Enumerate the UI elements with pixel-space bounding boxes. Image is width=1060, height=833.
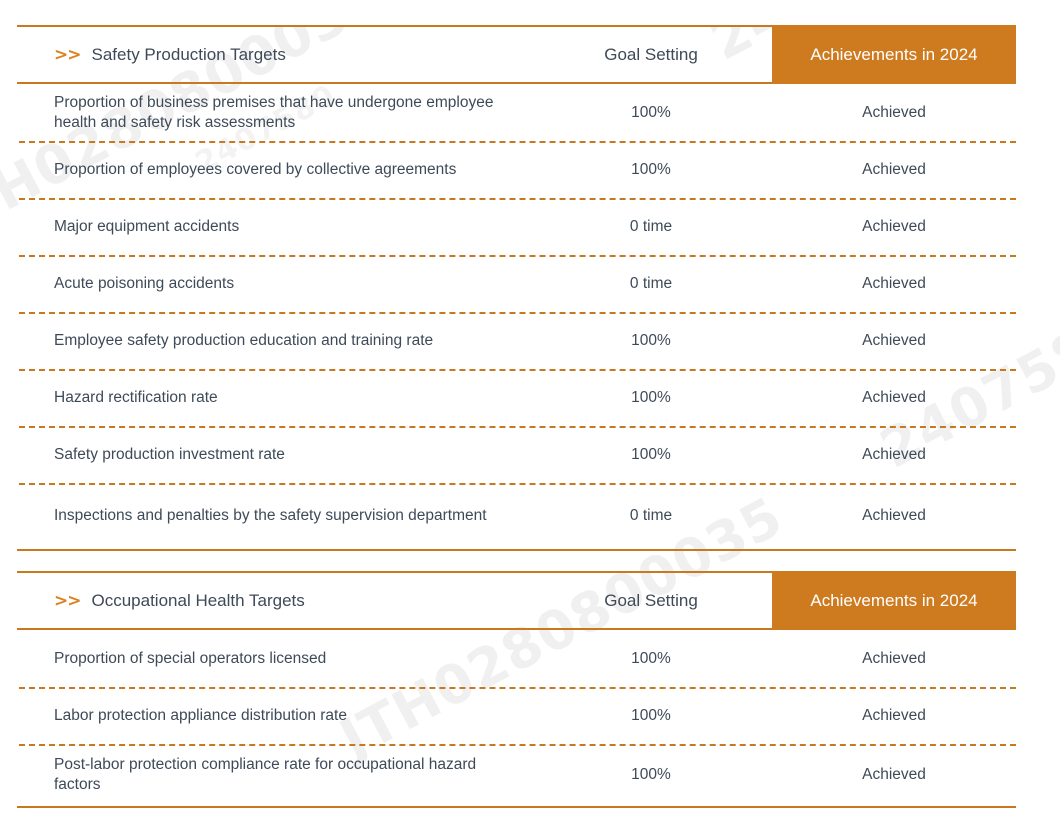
table-bottom-rule [17, 549, 1016, 551]
cell-goal-setting: 100% [631, 706, 671, 724]
cell-target-description: Inspections and penalties by the safety … [54, 507, 487, 524]
cell-goal-setting: 0 time [629, 507, 673, 524]
cell-target-description: Major equipment accidents [54, 217, 240, 235]
cell-target-description: Hazard rectification rate [54, 388, 218, 406]
table-header-row: >> Occupational Health Targets Goal Settin… [17, 571, 1016, 630]
cell-target-description: Safety production investment rate [54, 445, 285, 463]
section-title-cell: >> Occupational Health Targets [17, 573, 530, 628]
cell-goal-setting: 100% [631, 649, 671, 667]
table-row: Proportion of employees covered by colle… [17, 141, 1016, 198]
cell-target-description: Labor protection appliance distribution … [54, 706, 347, 724]
table-header-row: >> Safety Production Targets Goal Setting A… [17, 25, 1016, 84]
table-body: Proportion of special operators licensed… [17, 630, 1016, 806]
table-row: Labor protection appliance distribution … [17, 687, 1016, 744]
table-row: Major equipment accidents 0 time Achieved [17, 198, 1016, 255]
cell-achievement-status: Achieved [862, 331, 926, 349]
column-header-goal-setting: Goal Setting [604, 590, 698, 610]
cell-achievement-status: Achieved [862, 274, 926, 292]
targets-table: >> Occupational Health Targets Goal Settin… [17, 571, 1016, 808]
cell-goal-setting: 100% [631, 160, 671, 178]
table-body: Proportion of business premises that hav… [17, 84, 1016, 549]
cell-achievement-status: Achieved [862, 766, 926, 783]
table-row: Employee safety production education and… [17, 312, 1016, 369]
cell-goal-setting: 100% [631, 103, 671, 121]
table-row: Safety production investment rate 100% Ach… [17, 426, 1016, 483]
section-title: Occupational Health Targets [91, 590, 305, 610]
section-title-cell: >> Safety Production Targets [17, 27, 530, 82]
cell-achievement-status: Achieved [862, 706, 926, 724]
cell-achievement-status: Achieved [862, 507, 926, 524]
table-row: Inspections and penalties by the safety … [17, 483, 1016, 549]
cell-target-description: Post-labor protection compliance rate fo… [54, 756, 477, 793]
targets-table: >> Safety Production Targets Goal Setting A… [17, 25, 1016, 551]
column-header-achievements: Achievements in 2024 [772, 571, 1016, 630]
cell-goal-setting: 0 time [629, 274, 673, 292]
column-header-goal-setting: Goal Setting [604, 44, 698, 64]
cell-goal-setting: 0 time [629, 217, 673, 235]
cell-target-description: Proportion of business premises that hav… [54, 93, 494, 131]
cell-goal-setting: 100% [631, 388, 671, 406]
report-page: >> Safety Production Targets Goal Setting A… [0, 25, 1060, 833]
cell-target-description: Employee safety production education and… [54, 331, 434, 349]
cell-achievement-status: Achieved [862, 649, 926, 667]
cell-achievement-status: Achieved [862, 217, 926, 235]
cell-achievement-status: Achieved [862, 160, 926, 178]
cell-goal-setting: 100% [631, 445, 671, 463]
cell-goal-setting: 100% [631, 766, 671, 783]
section-title: Safety Production Targets [91, 44, 286, 64]
cell-achievement-status: Achieved [862, 388, 926, 406]
cell-target-description: Acute poisoning accidents [54, 274, 235, 292]
table-row: Hazard rectification rate 100% Achieved [17, 369, 1016, 426]
cell-achievement-status: Achieved [862, 103, 926, 121]
table-row: Post-labor protection compliance rate fo… [17, 744, 1016, 806]
table-row: Proportion of special operators licensed… [17, 630, 1016, 687]
cell-achievement-status: Achieved [862, 445, 926, 463]
cell-target-description: Proportion of employees covered by colle… [54, 160, 457, 178]
cell-goal-setting: 100% [631, 331, 671, 349]
cell-target-description: Proportion of special operators licensed [54, 649, 327, 667]
double-chevron-right-icon: >> [54, 44, 81, 65]
table-row: Proportion of business premises that hav… [17, 84, 1016, 141]
table-bottom-rule [17, 806, 1016, 808]
column-header-achievements: Achievements in 2024 [772, 25, 1016, 84]
double-chevron-right-icon: >> [54, 590, 81, 611]
table-row: Acute poisoning accidents 0 time Achieved [17, 255, 1016, 312]
